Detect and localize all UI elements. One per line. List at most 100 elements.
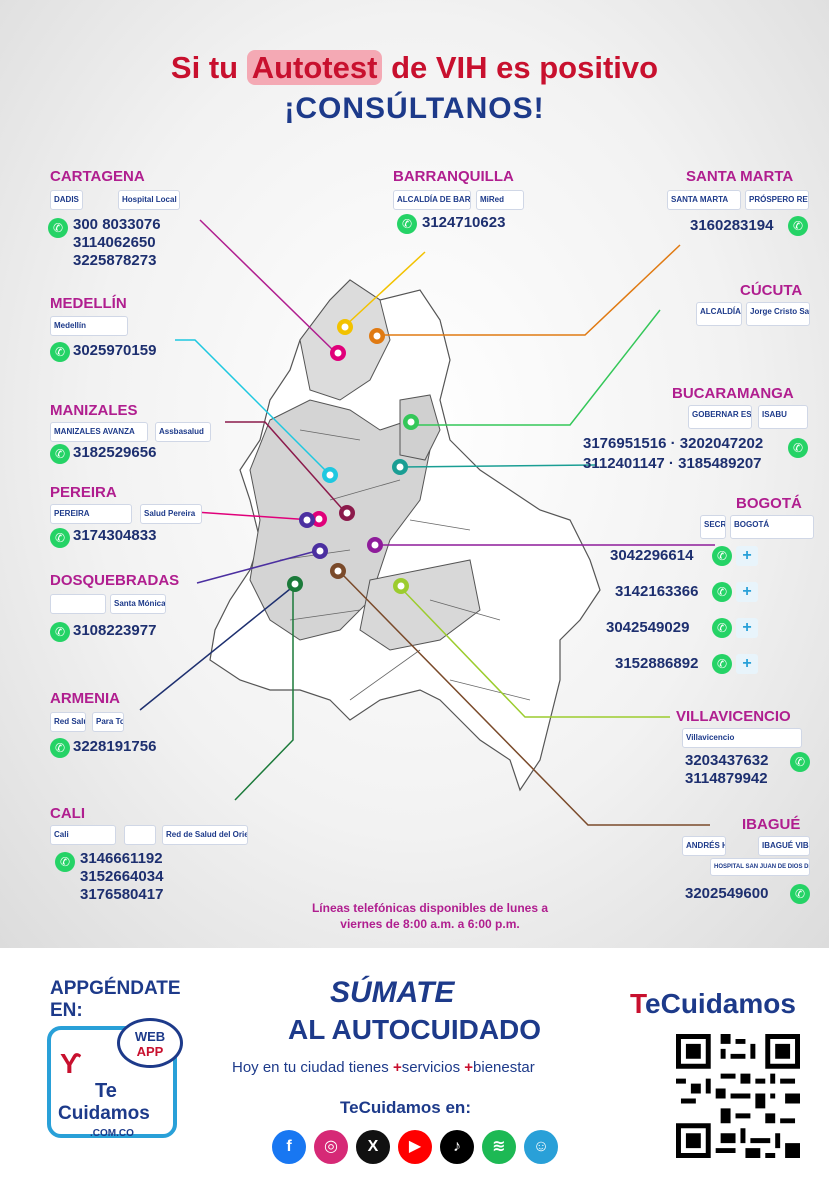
whatsapp-icon[interactable]: ✆ [55, 852, 75, 872]
city-cucuta: CÚCUTA [740, 282, 803, 299]
whatsapp-icon[interactable]: ✆ [788, 438, 808, 458]
app-icon[interactable]: ☺ [524, 1130, 558, 1164]
whatsapp-icon[interactable]: ✆ [712, 582, 732, 602]
headline-prefix: Si tu [170, 50, 239, 85]
logo-dosquebradas [50, 594, 106, 614]
whatsapp-icon[interactable]: ✆ [712, 618, 732, 638]
whatsapp-icon[interactable]: ✆ [50, 738, 70, 758]
facebook-icon[interactable]: f [272, 1130, 306, 1164]
x-icon[interactable]: X [356, 1130, 390, 1164]
whatsapp-icon[interactable]: ✆ [50, 342, 70, 362]
connector-medellin [175, 339, 331, 476]
pin-cucuta [403, 414, 419, 430]
connector-cucuta [410, 309, 661, 426]
tagline-part-3: bienestar [473, 1059, 535, 1076]
pin-medellin [322, 467, 338, 483]
tiktok-icon[interactable]: ♪ [440, 1130, 474, 1164]
whatsapp-icon[interactable]: ✆ [788, 216, 808, 236]
follow-label: TeCuidamos en: [340, 1098, 471, 1117]
phone-medellin-1[interactable]: 3025970159 [73, 342, 157, 359]
city-villavicencio: VILLAVICENCIO [676, 708, 791, 725]
city-armenia: ARMENIA [50, 690, 120, 707]
phone-villavicencio-2[interactable]: 3114879942 [685, 770, 768, 787]
phone-ibague-1[interactable]: 3202549600 [685, 885, 769, 902]
phone-bucaramanga-1[interactable]: 3176951516 · 3202047202 [583, 435, 764, 452]
phone-armenia-1[interactable]: 3228191756 [73, 738, 157, 755]
logo-hospital-cartagena: Hospital Local Cartagena [118, 190, 180, 210]
app-title-line-2: EN: [50, 1000, 83, 1021]
logo-isabu: ISABU [758, 405, 808, 429]
logo-assbasalud: Assbasalud [155, 422, 211, 442]
phone-pereira-1[interactable]: 3174304833 [73, 527, 157, 544]
instagram-icon[interactable]: ◎ [314, 1130, 348, 1164]
qr-code[interactable] [676, 1034, 800, 1158]
connector-cartagena [199, 219, 336, 353]
logo-red-salud-oriente: Red de Salud del Oriente [162, 825, 248, 845]
phone-cartagena-2[interactable]: 3114062650 [73, 234, 156, 251]
logo-pereira: PEREIRA [50, 504, 132, 524]
pin-ibague [330, 563, 346, 579]
whatsapp-icon[interactable]: ✆ [712, 546, 732, 566]
headline-suffix: de VIH es positivo [391, 50, 659, 85]
connector-barranquilla [344, 251, 426, 327]
whatsapp-icon[interactable]: ✆ [50, 622, 70, 642]
logo-ibague-vibra: IBAGUÉ VIBRA [758, 836, 810, 856]
webapp-label-1: WEB [134, 1029, 166, 1044]
whatsapp-icon[interactable]: ✆ [48, 218, 68, 238]
brand-t: T [630, 988, 646, 1019]
whatsapp-icon[interactable]: ✆ [50, 528, 70, 548]
logo-medellin: Medellín [50, 316, 128, 336]
spotify-icon[interactable]: ≋ [482, 1130, 516, 1164]
city-dosquebradas: DOSQUEBRADAS [50, 572, 180, 589]
health-cross-icon: + [736, 618, 758, 638]
phone-cali-3[interactable]: 3176580417 [80, 886, 164, 903]
phone-bogota-1[interactable]: 3042296614 [610, 547, 694, 564]
phone-santa-marta-1[interactable]: 3160283194 [690, 217, 774, 234]
logo-santa-monica: Santa Mónica [110, 594, 166, 614]
phone-bogota-4[interactable]: 3152886892 [615, 655, 699, 672]
youtube-icon[interactable]: ▶ [398, 1130, 432, 1164]
connector-manizales [225, 421, 346, 513]
city-cali: CALI [50, 805, 85, 822]
city-bucaramanga: BUCARAMANGA [672, 385, 794, 402]
city-ibague: IBAGUÉ [742, 816, 801, 833]
whatsapp-icon[interactable]: ✆ [397, 214, 417, 234]
phone-bucaramanga-2[interactable]: 3112401147 · 3185489207 [583, 455, 762, 472]
health-cross-icon: + [736, 654, 758, 674]
phone-villavicencio-1[interactable]: 3203437632 [685, 752, 769, 769]
phone-cali-1[interactable]: 3146661192 [80, 850, 163, 867]
pin-pereira [311, 511, 327, 527]
logo-alcaldia-cucuta: ALCALDÍA DE SAN JOSÉ DE CÚCUTA [696, 302, 742, 326]
schedule-line-1: Líneas telefónicas disponibles de lunes … [311, 901, 549, 915]
phone-dosquebradas-1[interactable]: 3108223977 [73, 622, 157, 639]
phone-cartagena-1[interactable]: 300 8033076 [73, 216, 161, 233]
phone-bogota-3[interactable]: 3042549029 [606, 619, 690, 636]
whatsapp-icon[interactable]: ✆ [790, 752, 810, 772]
app-te: Te [95, 1080, 117, 1102]
phone-cali-2[interactable]: 3152664034 [80, 868, 164, 885]
webapp-label-2: APP [136, 1044, 164, 1059]
phone-bogota-2[interactable]: 3142163366 [615, 583, 699, 600]
logo-prospero-reverendo: PRÓSPERO REVERENDO [745, 190, 809, 210]
whatsapp-icon[interactable]: ✆ [712, 654, 732, 674]
pin-villavicencio [393, 578, 409, 594]
pin-bucaramanga [392, 459, 408, 475]
awareness-ribbon-icon: ϒ [60, 1048, 82, 1079]
whatsapp-icon[interactable]: ✆ [50, 444, 70, 464]
whatsapp-icon[interactable]: ✆ [790, 884, 810, 904]
city-barranquilla: BARRANQUILLA [393, 168, 514, 185]
phone-barranquilla-1[interactable]: 3124710623 [422, 214, 506, 231]
headline-highlight: Autotest [246, 50, 383, 85]
pin-santa-marta [369, 328, 385, 344]
phone-manizales-1[interactable]: 3182529656 [73, 444, 157, 461]
pin-dosquebradas [312, 543, 328, 559]
plus-icon: + [392, 1059, 402, 1076]
pin-bogota [367, 537, 383, 553]
connector-santa-marta [378, 244, 681, 336]
app-title: APPGÉNDATE EN: [50, 978, 181, 1022]
logo-villavicencio: Villavicencio [682, 728, 802, 748]
tecuidamos-brand: TeCuidamos [630, 988, 796, 1020]
phone-cartagena-3[interactable]: 3225878273 [73, 252, 157, 269]
logo-andres-hurtado: ANDRÉS HURTADO [682, 836, 726, 856]
headline: Si tu Autotest de VIH es positivo [0, 50, 829, 86]
